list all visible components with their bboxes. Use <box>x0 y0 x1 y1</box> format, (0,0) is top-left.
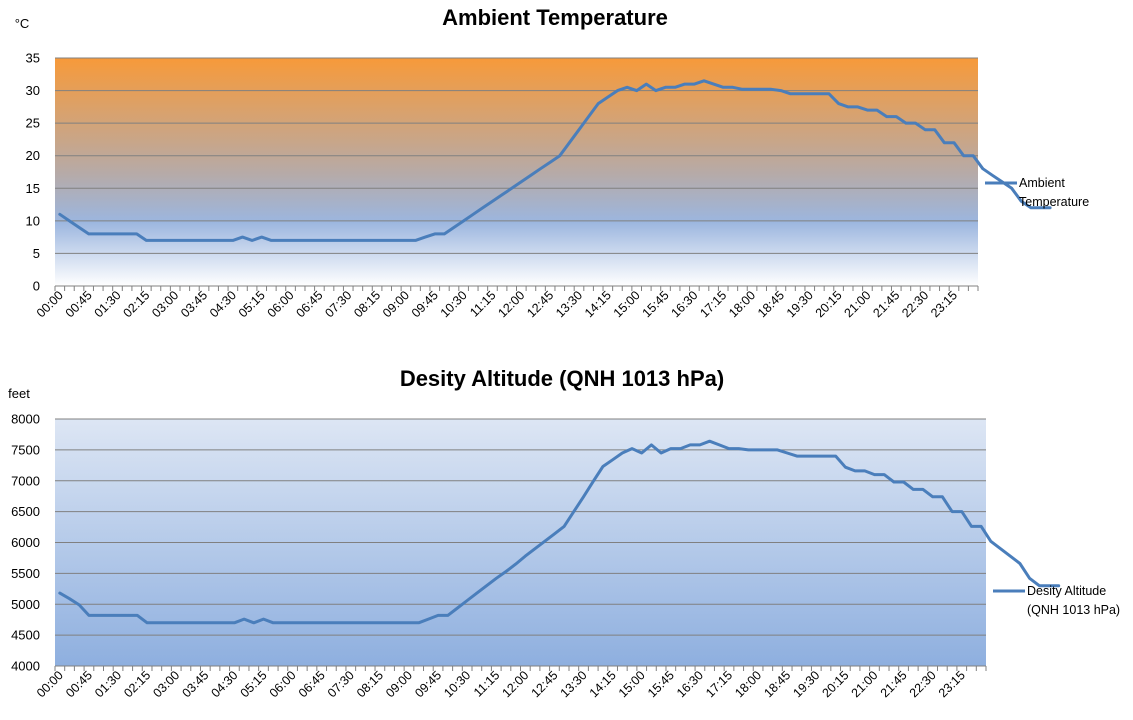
x-tick-label: 17:15 <box>703 668 735 700</box>
legend-label-line1: Desity Altitude <box>1027 584 1106 598</box>
plot-area <box>55 58 978 286</box>
x-tick-label: 05:15 <box>238 668 270 700</box>
x-tick-label: 06:45 <box>294 288 326 320</box>
x-tick-label: 16:30 <box>674 668 706 700</box>
legend-label-line2: Temperature <box>1019 195 1089 209</box>
y-tick-label: 6000 <box>11 535 40 550</box>
x-tick-label: 08:15 <box>354 668 386 700</box>
y-axis-ticks: 4000 4500 5000 5500 6000 6500 7000 7500 8000 <box>11 412 40 674</box>
x-tick-label: 12:00 <box>499 668 531 700</box>
x-tick-label: 19:30 <box>790 668 822 700</box>
x-tick-label: 22:30 <box>907 668 939 700</box>
x-tick-label: 16:30 <box>668 288 700 320</box>
x-tick-label: 15:00 <box>611 288 643 320</box>
ambient-temperature-line <box>58 79 1052 242</box>
x-tick-label: 10:30 <box>438 288 470 320</box>
x-tick-label: 15:45 <box>640 288 672 320</box>
x-tick-label: 18:00 <box>726 288 758 320</box>
x-tick-label: 11:15 <box>471 668 502 699</box>
x-tick-label: 14:15 <box>582 288 614 320</box>
x-tick-label: 07:30 <box>325 668 357 700</box>
x-tick-label: 09:00 <box>383 668 415 700</box>
y-tick-label: 35 <box>26 51 40 66</box>
x-tick-label: 13:30 <box>558 668 590 700</box>
y-tick-label: 4000 <box>11 659 40 674</box>
x-tick-label: 22:30 <box>899 288 931 320</box>
x-tick-label: 05:15 <box>236 288 268 320</box>
y-axis-unit: °C <box>15 16 30 31</box>
x-tick-label: 10:30 <box>441 668 473 700</box>
x-tick-label: 09:00 <box>380 288 412 320</box>
density-altitude-line <box>58 439 1061 625</box>
x-tick-label: 12:45 <box>524 288 556 320</box>
x-tick-label: 00:45 <box>63 288 95 320</box>
x-tick-label: 09:45 <box>409 288 441 320</box>
y-tick-label: 15 <box>26 181 40 196</box>
x-tick-label: 12:00 <box>495 288 527 320</box>
x-tick-label: 17:15 <box>697 288 729 320</box>
chart-title: Desity Altitude (QNH 1013 hPa) <box>400 366 724 391</box>
x-tick-label: 03:45 <box>178 288 210 320</box>
y-tick-label: 7000 <box>11 473 40 488</box>
x-tick-label: 23:15 <box>928 288 960 320</box>
x-tick-label: 20:15 <box>819 668 851 700</box>
x-tick-label: 03:00 <box>149 288 181 320</box>
y-tick-label: 4500 <box>11 628 40 643</box>
y-tick-label: 6500 <box>11 504 40 519</box>
x-tick-label: 04:30 <box>209 668 241 700</box>
x-tick-label: 21:00 <box>849 668 881 700</box>
x-tick-label: 02:15 <box>120 288 152 320</box>
x-tick-label: 06:00 <box>265 288 297 320</box>
x-tick-label: 01:30 <box>92 668 124 700</box>
x-tick-label: 18:45 <box>755 288 787 320</box>
x-tick-label: 04:30 <box>207 288 239 320</box>
y-tick-label: 20 <box>26 148 40 163</box>
y-tick-label: 8000 <box>11 412 40 427</box>
x-tick-label: 14:15 <box>587 668 619 700</box>
x-tick-label: 12:45 <box>529 668 561 700</box>
x-tick-label: 08:15 <box>351 288 383 320</box>
x-tick-label: 02:15 <box>121 668 153 700</box>
y-tick-label: 0 <box>33 279 40 294</box>
x-tick-label: 15:00 <box>616 668 648 700</box>
y-tick-label: 7500 <box>11 442 40 457</box>
x-tick-label: 07:30 <box>322 288 354 320</box>
y-tick-label: 5 <box>33 246 40 261</box>
x-tick-label: 21:45 <box>878 668 910 700</box>
x-tick-label: 01:30 <box>92 288 124 320</box>
ambient-temperature-chart: Ambient Temperature °C 0 5 10 15 20 25 30 35 00… <box>15 5 1090 320</box>
y-tick-label: 30 <box>26 83 40 98</box>
y-tick-label: 5000 <box>11 597 40 612</box>
x-tick-label: 11:15 <box>467 288 498 319</box>
y-axis-unit: feet <box>8 386 30 401</box>
chart-title: Ambient Temperature <box>442 5 668 30</box>
x-tick-label: 00:45 <box>63 668 95 700</box>
x-tick-label: 09:45 <box>412 668 444 700</box>
x-tick-label: 19:30 <box>784 288 816 320</box>
y-tick-label: 10 <box>26 213 40 228</box>
legend[interactable]: Ambient Temperature <box>985 176 1089 209</box>
y-tick-label: 5500 <box>11 566 40 581</box>
legend[interactable]: Desity Altitude (QNH 1013 hPa) <box>993 584 1120 617</box>
x-tick-label: 18:45 <box>761 668 793 700</box>
density-altitude-chart: Desity Altitude (QNH 1013 hPa) feet 4000… <box>8 366 1120 700</box>
x-tick-label: 21:00 <box>842 288 874 320</box>
legend-label-line2: (QNH 1013 hPa) <box>1027 603 1120 617</box>
legend-label-line1: Ambient <box>1019 176 1065 190</box>
x-axis-ticks: 00:0000:4501:3002:1503:0003:4504:3005:15… <box>34 286 979 320</box>
x-tick-label: 06:45 <box>296 668 328 700</box>
x-axis-ticks: 00:0000:4501:3002:1503:0003:4504:3005:15… <box>34 666 987 700</box>
x-tick-label: 18:00 <box>732 668 764 700</box>
x-tick-label: 15:45 <box>645 668 677 700</box>
x-tick-label: 21:45 <box>870 288 902 320</box>
x-tick-label: 06:00 <box>267 668 299 700</box>
x-tick-label: 03:00 <box>150 668 182 700</box>
y-tick-label: 25 <box>26 116 40 131</box>
x-tick-label: 03:45 <box>179 668 211 700</box>
y-axis-ticks: 0 5 10 15 20 25 30 35 <box>26 51 40 294</box>
x-tick-label: 23:15 <box>936 668 968 700</box>
x-tick-label: 20:15 <box>813 288 845 320</box>
x-tick-label: 13:30 <box>553 288 585 320</box>
